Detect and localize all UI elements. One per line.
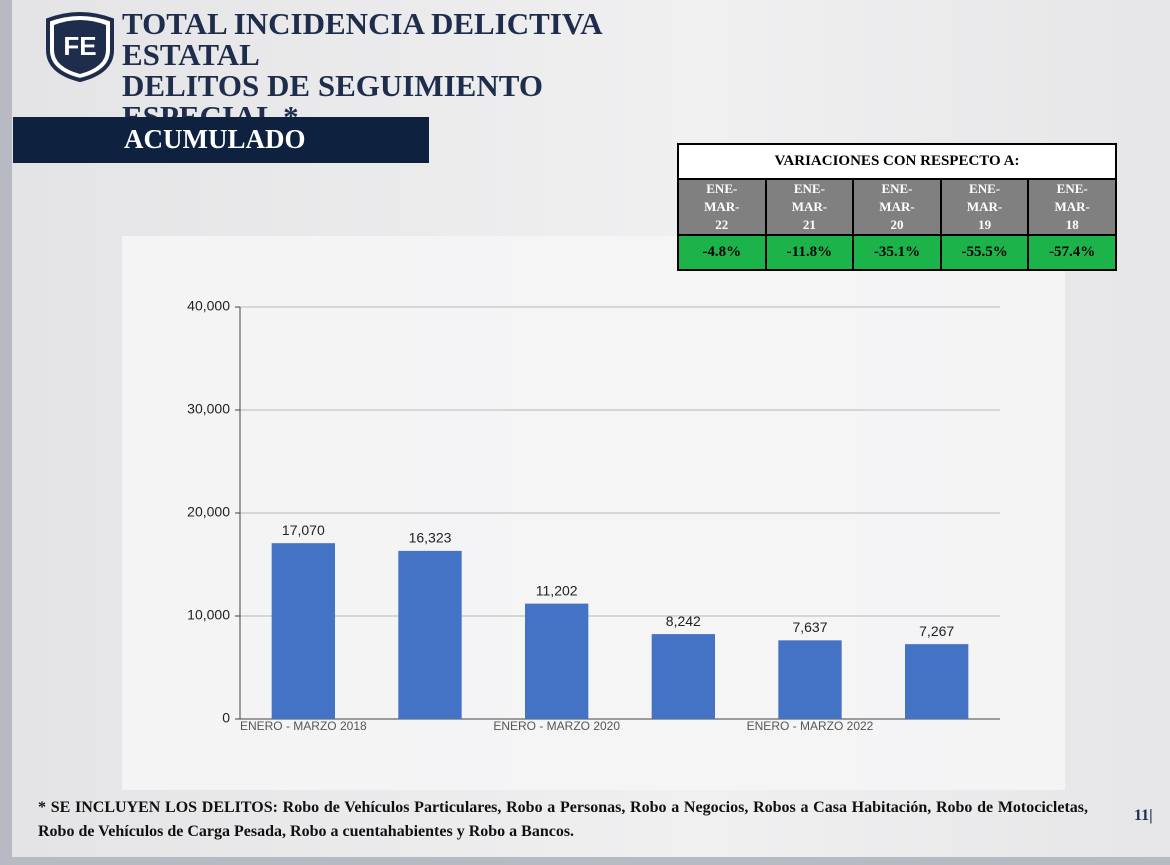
value-label: 16,323 [409, 530, 452, 546]
header-text: ENE-MAR-20 [879, 181, 915, 232]
y-tick-label: 0 [222, 710, 230, 726]
y-tick-label: 20,000 [187, 504, 230, 520]
x-tick-label: ENERO - MARZO 2022 [747, 719, 874, 733]
header-text: ENE-MAR-21 [791, 181, 828, 232]
chart-area: 0 10,000 20,000 30,000 40,000 ENERO - MARZO 2… [122, 236, 1065, 790]
table-header: ENE-MAR-18 [1027, 178, 1117, 236]
y-tick-label: 30,000 [187, 401, 230, 417]
bar [651, 634, 715, 719]
logo-inner [54, 20, 106, 74]
footnote: * SE INCLUYEN LOS DELITOS: Robo de Vehíc… [38, 799, 1088, 840]
x-tick-label: ENERO - MARZO 2020 [493, 719, 620, 733]
table-header: ENE-MAR-22 [677, 178, 767, 236]
value-label: 8,242 [666, 613, 701, 629]
title-line: TOTAL INCIDENCIA DELICTIVA ESTATAL [122, 6, 601, 72]
table-value: -57.4% [1027, 234, 1117, 271]
table-value: -11.8% [764, 234, 855, 271]
table-header: ENE-MAR-21 [764, 178, 855, 236]
table-value: -35.1% [852, 234, 942, 271]
table-title: VARIACIONES CON RESPECTO A: [677, 143, 1117, 180]
value-label: 7,267 [919, 623, 954, 639]
value-label: 11,202 [536, 582, 578, 598]
title: TOTAL INCIDENCIA DELICTIVA ESTATAL DELIT… [122, 8, 642, 132]
value-label: 17,070 [282, 522, 325, 538]
subtitle-band: ACUMULADO [13, 117, 429, 163]
table-value: -4.8% [677, 234, 767, 271]
page-number: 11| [1134, 807, 1153, 824]
chart: 0 10,000 20,000 30,000 40,000 ENERO - MARZO 2… [187, 298, 1000, 733]
bar [778, 640, 842, 719]
table-header: ENE-MAR-19 [939, 178, 1030, 236]
bar [525, 603, 589, 719]
bar [271, 543, 335, 719]
bar [905, 644, 969, 719]
logo-text: FE [63, 31, 96, 61]
variations-table: VARIACIONES CON RESPECTO A: ENE-MAR-22 EN… [677, 143, 1117, 271]
table-value: -55.5% [939, 234, 1030, 271]
header-text: ENE-MAR-19 [966, 181, 1003, 232]
bar [398, 550, 462, 719]
y-tick-label: 40,000 [187, 298, 230, 314]
y-tick-label: 10,000 [187, 607, 230, 623]
table-header: ENE-MAR-20 [852, 178, 942, 236]
x-tick-label: ENERO - MARZO 2018 [240, 719, 367, 733]
logo: FE [46, 12, 114, 82]
value-label: 7,637 [792, 619, 827, 635]
subtitle: ACUMULADO [124, 124, 306, 154]
bottom-strip [0, 857, 1170, 865]
header-text: ENE-MAR-18 [1054, 181, 1090, 232]
header-text: ENE-MAR-22 [704, 181, 740, 232]
